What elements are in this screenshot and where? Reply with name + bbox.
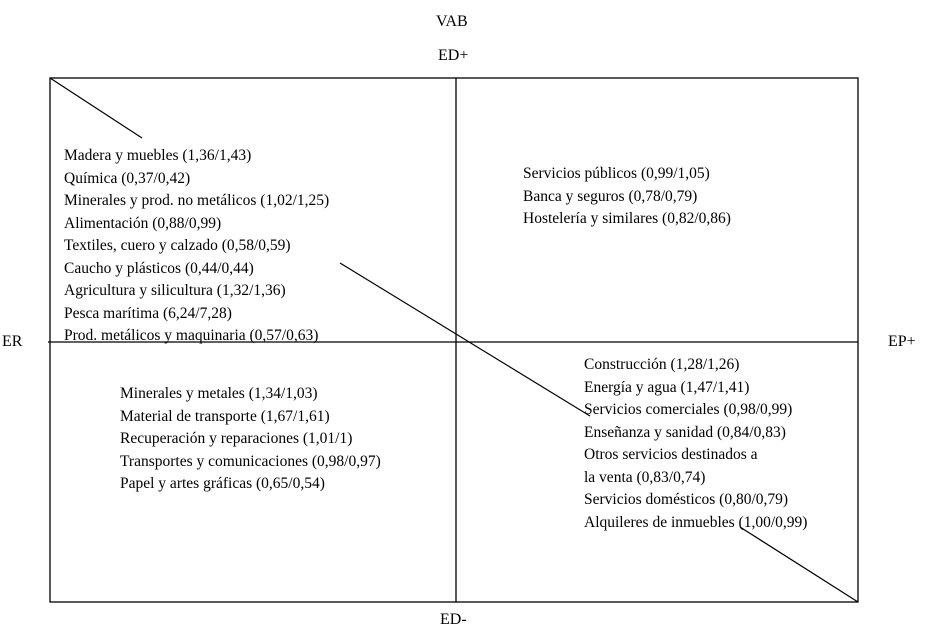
axis-label-left: ER [2, 333, 23, 350]
list-item: Agricultura y silicultura (1,32/1,36) [64, 282, 286, 299]
axis-label-bottom: ED- [440, 611, 467, 628]
list-item: Prod. metálicos y maquinaria (0,57/0,63) [64, 327, 319, 344]
list-item: Hostelería y similares (0,82/0,86) [523, 210, 731, 227]
quadrant-bottom-left: Minerales y metales (1,34/1,03) Material… [120, 383, 381, 496]
list-item: Química (0,37/0,42) [64, 169, 191, 187]
quadrant-top-left: Madera y muebles (1,36/1,43) Química (0,… [64, 145, 329, 348]
list-item: Minerales y metales (1,34/1,03) [120, 385, 318, 402]
list-item: Servicios domésticos (0,80/0,79) [584, 491, 789, 508]
list-item: Pesca marítima (6,24/7,28) [64, 304, 232, 322]
list-item: Construcción (1,28/1,26) [584, 356, 740, 373]
list-item: Papel y artes gráficas (0,65/0,54) [120, 475, 325, 492]
list-item: Banca y seguros (0,78/0,79) [523, 187, 698, 205]
list-item: Energía y agua (1,47/1,41) [584, 378, 750, 396]
list-item: Transportes y comunicaciones (0,98/0,97) [120, 452, 381, 470]
list-item: Servicios comerciales (0,98/0,99) [584, 401, 793, 418]
list-item: Alimentación (0,88/0,99) [64, 214, 222, 232]
list-item: Servicios públicos (0,99/1,05) [523, 165, 710, 182]
list-item: Otros servicios destinados a [584, 446, 758, 463]
list-item: Textiles, cuero y calzado (0,58/0,59) [64, 237, 291, 254]
list-item: Caucho y plásticos (0,44/0,44) [64, 259, 254, 277]
diagram-frame [49, 77, 859, 603]
list-item: Material de transporte (1,67/1,61) [120, 407, 330, 425]
diagonal-segment-bottom [739, 526, 859, 603]
diagram-title: VAB [436, 13, 468, 30]
quadrant-bottom-right: Construcción (1,28/1,26) Energía y agua … [584, 354, 807, 534]
quadrant-top-right: Servicios públicos (0,99/1,05) Banca y s… [523, 163, 731, 231]
list-item: Recuperación y reparaciones (1,01/1) [120, 430, 353, 447]
list-item: Enseñanza y sanidad (0,84/0,83) [584, 423, 786, 441]
list-item: Alquileres de inmuebles (1,00/0,99) [584, 513, 808, 531]
diagonal-segment-top [49, 77, 143, 139]
diagonal-segment-middle [339, 262, 591, 417]
axis-label-top: ED+ [438, 47, 469, 64]
list-item: Madera y muebles (1,36/1,43) [64, 147, 252, 164]
axis-label-right: EP+ [888, 333, 916, 350]
list-item: Minerales y prod. no metálicos (1,02/1,2… [64, 192, 330, 209]
list-item: la venta (0,83/0,74) [584, 468, 706, 486]
